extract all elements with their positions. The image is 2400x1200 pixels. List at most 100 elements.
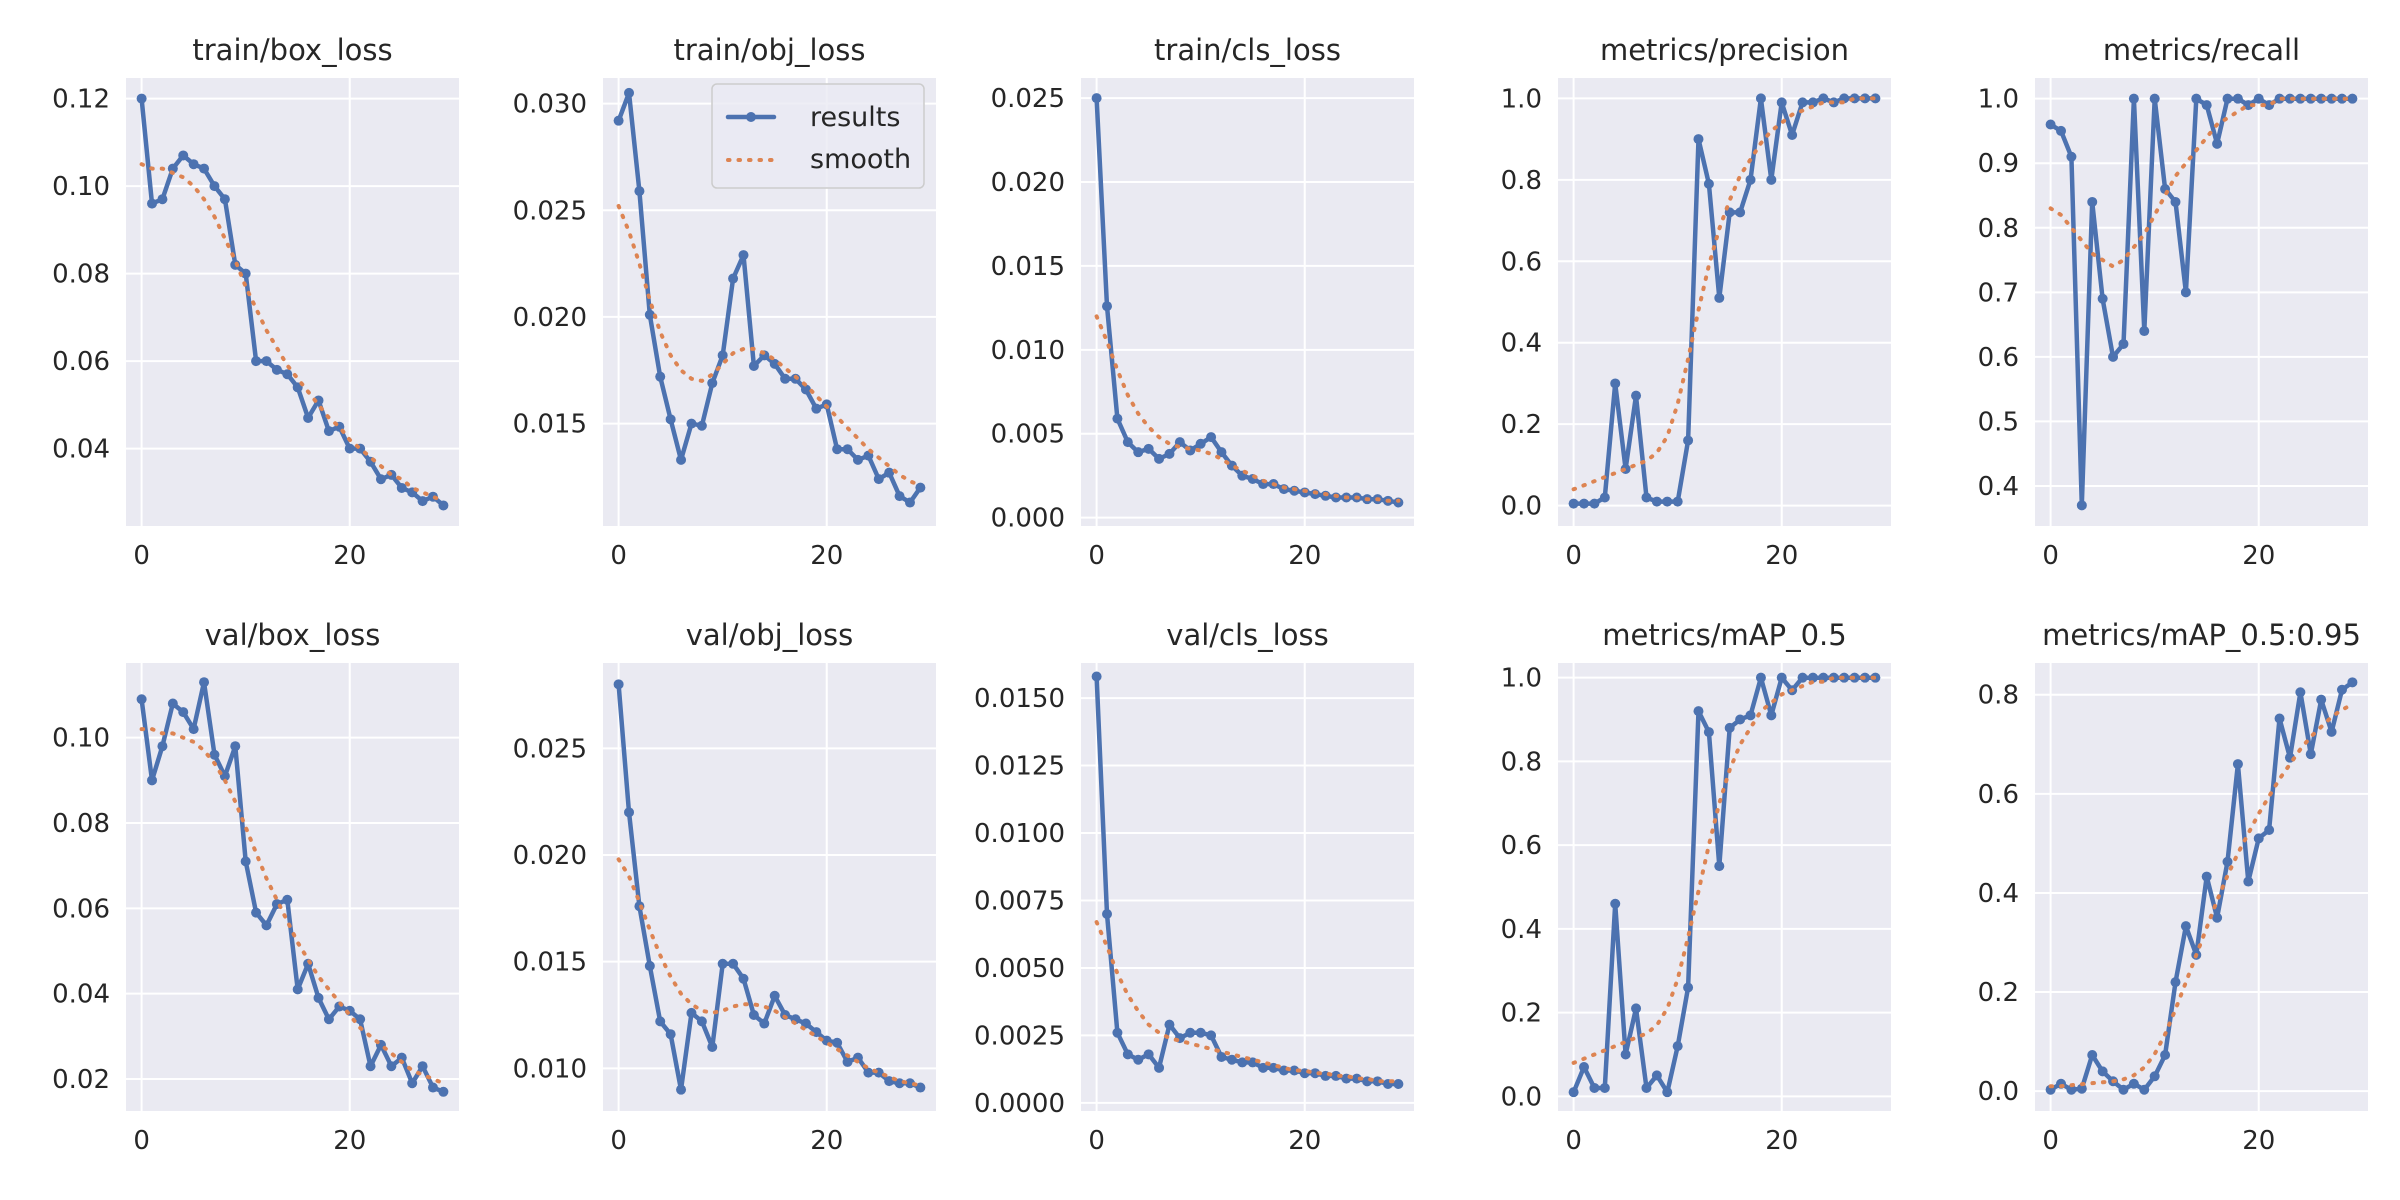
results-point (1599, 1082, 1610, 1093)
results-point (1797, 97, 1808, 108)
results-point (894, 491, 905, 502)
chart-title: metrics/mAP_0.5 (1602, 618, 1846, 652)
results-point (427, 1082, 438, 1093)
results-point (1651, 496, 1662, 507)
results-point (842, 1056, 853, 1067)
results-point (1818, 93, 1829, 104)
results-point (2253, 93, 2264, 104)
x-tick-label: 0 (610, 1126, 627, 1156)
plot-area (126, 663, 459, 1111)
y-tick-label: 0.04 (52, 435, 110, 465)
y-tick-label: 0.015 (513, 410, 587, 440)
results-point (1393, 1079, 1404, 1090)
results-point (655, 1016, 666, 1027)
results-point (2149, 93, 2160, 104)
y-tick-label: 0.7 (1978, 278, 2019, 308)
legend: results smooth (711, 83, 925, 189)
results-point (240, 856, 251, 867)
results-point (1185, 1027, 1196, 1038)
results-point (2128, 93, 2139, 104)
results-point (1631, 390, 1642, 401)
results-point (904, 497, 915, 508)
x-tick-label: 20 (1288, 541, 1321, 571)
results-point (728, 273, 739, 284)
y-tick-label: 0.015 (991, 252, 1065, 282)
results-point (1589, 1082, 1600, 1093)
y-tick-label: 0.010 (991, 336, 1065, 366)
results-point (1102, 908, 1113, 919)
results-point (1755, 93, 1766, 104)
smooth-series-line (616, 857, 923, 1088)
results-point (2201, 100, 2212, 111)
x-tick-label: 0 (1565, 1126, 1582, 1156)
results-point (894, 1078, 905, 1089)
y-tick-label: 0.2 (1978, 978, 2019, 1008)
results-point (136, 694, 147, 705)
results-point (313, 395, 324, 406)
results-point (2326, 726, 2337, 737)
y-tick-label: 0.0 (1501, 1082, 1542, 1112)
y-tick-label: 0.8 (1501, 166, 1542, 196)
results-point (1610, 378, 1621, 389)
results-point (1133, 447, 1144, 458)
y-tick-label: 0.030 (513, 90, 587, 120)
results-point (2149, 1071, 2160, 1082)
chart-panel-val-box-loss: 0 20 0.02 0.04 0.06 0.08 0.10 val/box_loss (52, 618, 459, 1156)
results-point (1797, 672, 1808, 683)
plot-area (1558, 78, 1891, 526)
results-point (1195, 438, 1206, 449)
results-point (1631, 1003, 1642, 1014)
y-tick-label: 0.8 (1978, 214, 2019, 244)
results-point (676, 1084, 687, 1095)
y-tick-label: 0.4 (1978, 472, 2019, 502)
results-point (1703, 178, 1714, 189)
x-tick-label: 20 (1765, 1126, 1798, 1156)
results-point (1164, 1019, 1175, 1030)
results-point (613, 115, 624, 126)
results-point (2243, 876, 2254, 887)
x-tick-label: 0 (133, 541, 150, 571)
y-tick-label: 1.0 (1978, 85, 2019, 115)
results-point (292, 984, 303, 995)
results-point (2253, 833, 2264, 844)
results-point (199, 163, 210, 174)
y-tick-label: 0.12 (52, 85, 110, 115)
y-tick-label: 0.0125 (974, 752, 1065, 782)
results-point (167, 698, 178, 709)
chart-title: train/obj_loss (674, 33, 866, 67)
results-point (842, 444, 853, 455)
x-tick-label: 20 (1765, 541, 1798, 571)
y-tick-label: 0.015 (513, 948, 587, 978)
results-point (624, 807, 635, 818)
y-tick-label: 0.10 (52, 172, 110, 202)
results-point (1745, 174, 1756, 185)
y-tick-label: 0.4 (1501, 329, 1542, 359)
results-point (261, 356, 272, 367)
legend-results-label: results (810, 102, 900, 133)
results-point (884, 1076, 895, 1087)
results-point (884, 467, 895, 478)
results-point (915, 1082, 926, 1093)
results-point (1568, 1087, 1579, 1098)
results-point (2284, 93, 2295, 104)
y-tick-label: 0.025 (513, 196, 587, 226)
results-point (707, 1042, 718, 1052)
y-tick-label: 0.0050 (974, 954, 1065, 984)
smooth-series-line (1571, 96, 1878, 492)
results-point (2243, 100, 2254, 111)
results-point (375, 474, 386, 485)
results-point (1766, 174, 1777, 185)
results-point (2087, 196, 2098, 207)
results-point (2274, 93, 2285, 104)
results-point (1641, 1082, 1652, 1093)
smooth-series-line (1094, 920, 1401, 1084)
results-point (147, 775, 158, 786)
results-point (1589, 498, 1600, 509)
chart-panel-train-cls-loss: 0 20 0.000 0.005 0.010 0.015 0.020 0.025 train/c… (991, 33, 1414, 571)
chart-panel-metrics-precision: 0 20 0.0 0.2 0.4 0.6 0.8 1.0 metrics/precision (1501, 33, 1891, 571)
results-point (438, 500, 449, 511)
results-point (2170, 196, 2181, 207)
results-point (2295, 687, 2306, 698)
y-tick-label: 0.0 (1501, 492, 1542, 522)
results-point (438, 1086, 449, 1097)
